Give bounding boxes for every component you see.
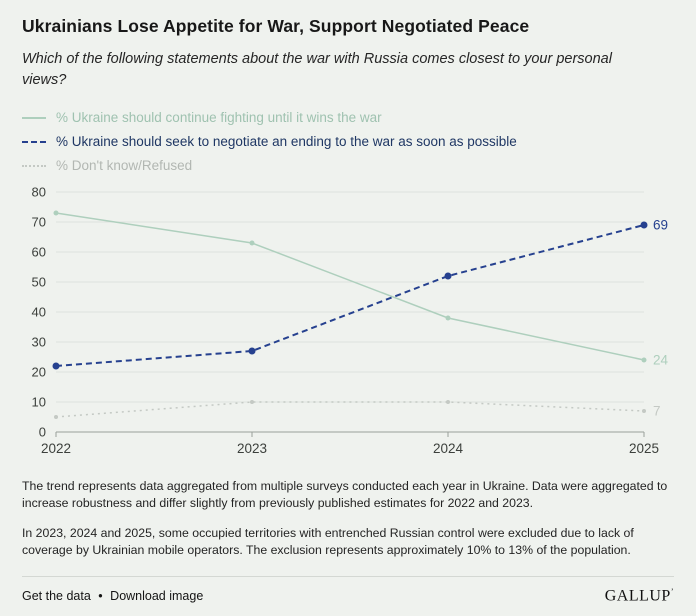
footnote-1: The trend represents data aggregated fro…: [22, 479, 668, 511]
data-point: [642, 409, 646, 414]
x-tick-label: 2024: [433, 441, 464, 456]
data-point: [52, 362, 60, 370]
y-tick-label: 50: [32, 275, 46, 290]
download-image-link[interactable]: Download image: [110, 589, 204, 604]
end-value-label: 24: [653, 353, 669, 368]
legend: % Ukraine should continue fighting until…: [22, 110, 674, 173]
series-line: [55, 212, 645, 361]
footer-links: Get the data • Download image: [22, 589, 203, 603]
data-point: [53, 210, 59, 216]
data-point: [250, 400, 254, 405]
legend-item-2: % Don't know/Refused: [22, 158, 674, 173]
footer-bullet: •: [98, 589, 103, 604]
y-tick-label: 0: [39, 425, 46, 440]
legend-item-0: % Ukraine should continue fighting until…: [22, 110, 674, 125]
y-tick-label: 10: [32, 395, 46, 410]
data-point: [54, 415, 58, 420]
legend-label: % Don't know/Refused: [56, 158, 193, 174]
legend-swatch-solid: [22, 116, 46, 119]
data-point: [445, 315, 451, 321]
chart-area: 0 10 20 30 40 50 60 70 80 2022 2023 2024 2025 24 69 7: [22, 182, 674, 465]
data-point: [446, 400, 450, 405]
legend-swatch-dashed: [22, 140, 46, 143]
data-point: [641, 357, 647, 363]
get-data-link[interactable]: Get the data: [22, 589, 91, 604]
footer: Get the data • Download image GALLUP’: [22, 576, 674, 605]
y-tick-label: 20: [32, 365, 46, 380]
series-line: [55, 224, 645, 368]
y-tick-label: 70: [32, 215, 46, 230]
y-tick-label: 80: [32, 185, 46, 200]
x-tick-label: 2022: [41, 441, 71, 456]
data-point: [248, 347, 256, 355]
y-tick-label: 60: [32, 245, 46, 260]
legend-label: % Ukraine should continue fighting until…: [56, 110, 382, 126]
gallup-logo: GALLUP’: [604, 587, 674, 605]
end-value-label: 69: [653, 218, 668, 233]
end-value-label: 7: [653, 404, 661, 419]
data-point: [249, 240, 255, 246]
data-point: [640, 221, 648, 229]
page-title: Ukrainians Lose Appetite for War, Suppor…: [22, 16, 530, 36]
legend-label: % Ukraine should seek to negotiate an en…: [56, 134, 517, 150]
footnote-2: In 2023, 2024 and 2025, some occupied te…: [22, 526, 634, 558]
legend-item-1: % Ukraine should seek to negotiate an en…: [22, 134, 674, 149]
x-tick-label: 2023: [237, 441, 267, 456]
data-point: [444, 272, 452, 280]
chart-subtitle: Which of the following statements about …: [22, 51, 612, 88]
legend-swatch-dotted: [22, 164, 46, 167]
line-chart: 0 10 20 30 40 50 60 70 80 2022 2023 2024 2025 24 69 7: [32, 185, 669, 457]
y-tick-label: 40: [32, 305, 46, 320]
y-tick-label: 30: [32, 335, 46, 350]
trademark-mark: ’: [670, 587, 674, 597]
series-line: [55, 401, 645, 418]
x-tick-label: 2025: [629, 441, 659, 456]
